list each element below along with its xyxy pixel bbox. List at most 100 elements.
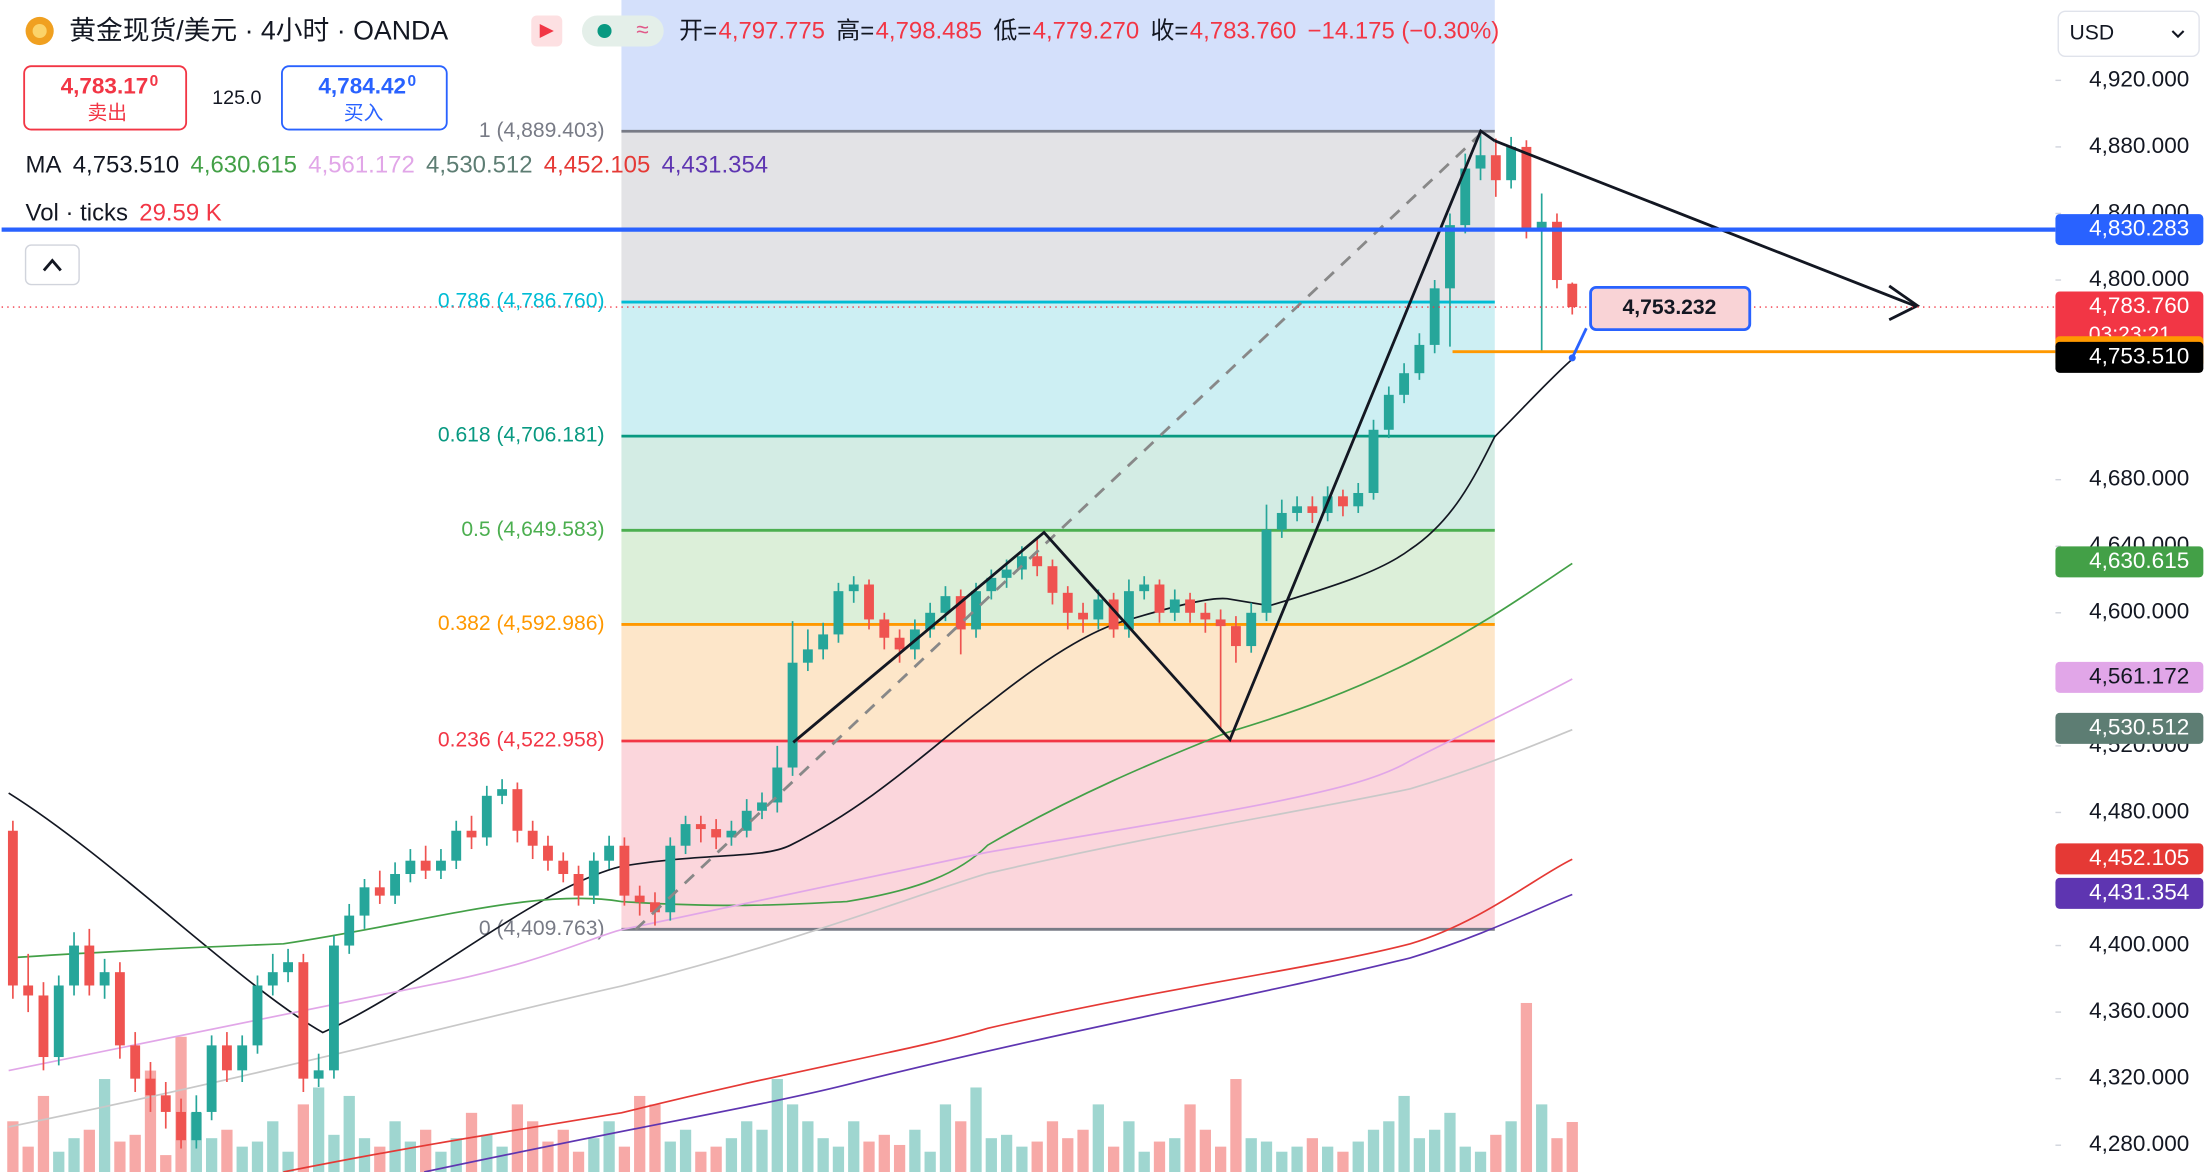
price-axis: 4,920.0004,880.0004,840.0004,800.0004,68… (2055, 0, 2211, 1172)
price-badge (2055, 291, 2204, 351)
candle-body (512, 789, 523, 831)
candle-body (802, 649, 813, 663)
candle-body (23, 985, 34, 996)
candle-body (1490, 155, 1501, 181)
candle-body (1368, 429, 1379, 493)
icon (42, 258, 62, 272)
status-pill[interactable] (581, 15, 664, 47)
volume-bar (1092, 1104, 1104, 1172)
volume-bar (160, 1155, 172, 1172)
candle-body (971, 591, 981, 630)
candle-body (879, 619, 890, 638)
symbol-title: 黄金现货/美元 · 4小时 · OANDA (69, 15, 448, 45)
candle-body (573, 874, 584, 896)
candle-body (436, 860, 446, 871)
candle-body (1399, 373, 1410, 395)
volume-bar (634, 1095, 646, 1172)
candle-body (374, 887, 385, 896)
price-badge (2055, 546, 2204, 578)
volume-bar (924, 1151, 936, 1172)
candle-body (864, 584, 874, 620)
volume-bar (1352, 1141, 1364, 1172)
volume-bar (251, 1141, 264, 1172)
candle-body (221, 1045, 232, 1071)
price-badge (2055, 214, 2204, 246)
candle-body (329, 945, 339, 1071)
volume-bar (695, 1151, 707, 1172)
ma-value: 4,753.510 (73, 152, 179, 179)
volume-bar (756, 1129, 768, 1172)
volume-bar (53, 1151, 65, 1172)
candle-body (940, 596, 951, 613)
fib-band (621, 302, 1495, 437)
currency-select[interactable] (2057, 10, 2200, 58)
fib-label: 0.5 (4,649.583) (461, 518, 604, 541)
volume-bar (83, 1129, 95, 1172)
volume-bar (1566, 1121, 1578, 1172)
price-badge (2055, 712, 2204, 744)
buy-button[interactable] (281, 65, 448, 131)
volume-bar (1077, 1129, 1089, 1172)
candle-body (1047, 566, 1058, 593)
volume-bar (22, 1146, 34, 1172)
volume-bar (1169, 1138, 1181, 1172)
volume-bar (863, 1141, 875, 1172)
y-tick-label: 4,400.000 (2089, 932, 2189, 957)
currency: USD (2070, 21, 2115, 44)
sell-button[interactable] (23, 65, 188, 131)
candle-body (237, 1045, 248, 1071)
volume-bar (1245, 1138, 1257, 1172)
price-badge-label: 4,530.512 (2089, 714, 2189, 739)
candle-body (527, 830, 538, 846)
vol-label: Vol · ticks (26, 199, 128, 226)
candle-body (1475, 155, 1486, 169)
y-tick-label: 4,480.000 (2089, 798, 2189, 823)
ohlc-value: 4,783.760 (1190, 18, 1296, 45)
buy-price-sup: 0 (407, 73, 416, 90)
candle-body (99, 972, 110, 986)
volume-bar (1383, 1121, 1395, 1172)
moving-averages (8, 358, 1573, 1172)
candle-body (1383, 394, 1394, 430)
collapse-button[interactable] (24, 244, 80, 286)
volume-bar (603, 1121, 615, 1172)
candle-body (176, 1111, 186, 1141)
volume-bar (1520, 1002, 1533, 1172)
candle-body (1001, 569, 1012, 578)
volume-bar (1337, 1151, 1349, 1172)
volume-bar (572, 1151, 585, 1172)
volume-bar (618, 1146, 631, 1172)
candle-body (1139, 584, 1150, 592)
y-tick-label: 4,600.000 (2089, 599, 2189, 624)
volume-bar (374, 1146, 386, 1172)
candle-body (390, 874, 401, 896)
volume-bar (236, 1146, 248, 1172)
price-badge-label: 4,783.760 (2089, 293, 2189, 318)
candle-body (1338, 496, 1348, 507)
ohlc-key: 开= (679, 18, 717, 45)
ohlc-key: 高= (836, 18, 874, 45)
volume-bar (1413, 1138, 1426, 1172)
sell-price-sup: 0 (150, 73, 159, 90)
annotation-pointer (1570, 327, 1588, 359)
ohlc-value: 4,798.485 (876, 18, 982, 45)
volume-bar (1551, 1138, 1563, 1172)
candle-body (481, 795, 492, 838)
candle-body (466, 830, 477, 838)
candle-body (344, 915, 355, 946)
volume-bar (955, 1121, 967, 1172)
candle-body (695, 824, 706, 830)
ma-value: 4,630.615 (191, 152, 298, 179)
candle-body (1353, 492, 1364, 507)
y-tick-label: 4,280.000 (2089, 1131, 2189, 1156)
icon (2171, 30, 2185, 39)
volume-bar (511, 1104, 524, 1172)
volume-bar (1031, 1141, 1043, 1172)
candle-body (1276, 512, 1287, 530)
price-lines: 4,753.232 (1, 227, 2056, 362)
volume-bar (205, 1138, 218, 1172)
volume-bar (1062, 1138, 1074, 1172)
candle-body (313, 1070, 324, 1079)
candle-body (252, 985, 263, 1046)
ma-line (424, 893, 1573, 1172)
